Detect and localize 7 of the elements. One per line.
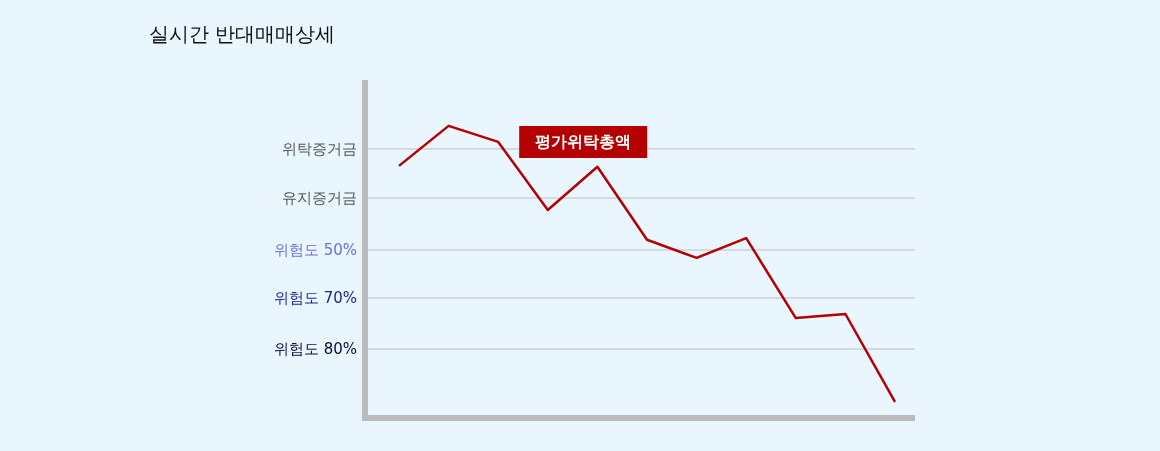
ref-line-label: 위험도 80% — [273, 340, 357, 359]
ref-line-label: 유지증거금 — [282, 189, 357, 208]
chart-title: 실시간 반대매매상세 — [148, 22, 336, 46]
ref-line-label: 위탁증거금 — [282, 139, 357, 158]
ref-line-label: 위험도 70% — [273, 288, 357, 307]
ref-line-label: 위험도 50% — [273, 241, 357, 260]
annotation: 평가위탁총액 — [535, 131, 632, 151]
